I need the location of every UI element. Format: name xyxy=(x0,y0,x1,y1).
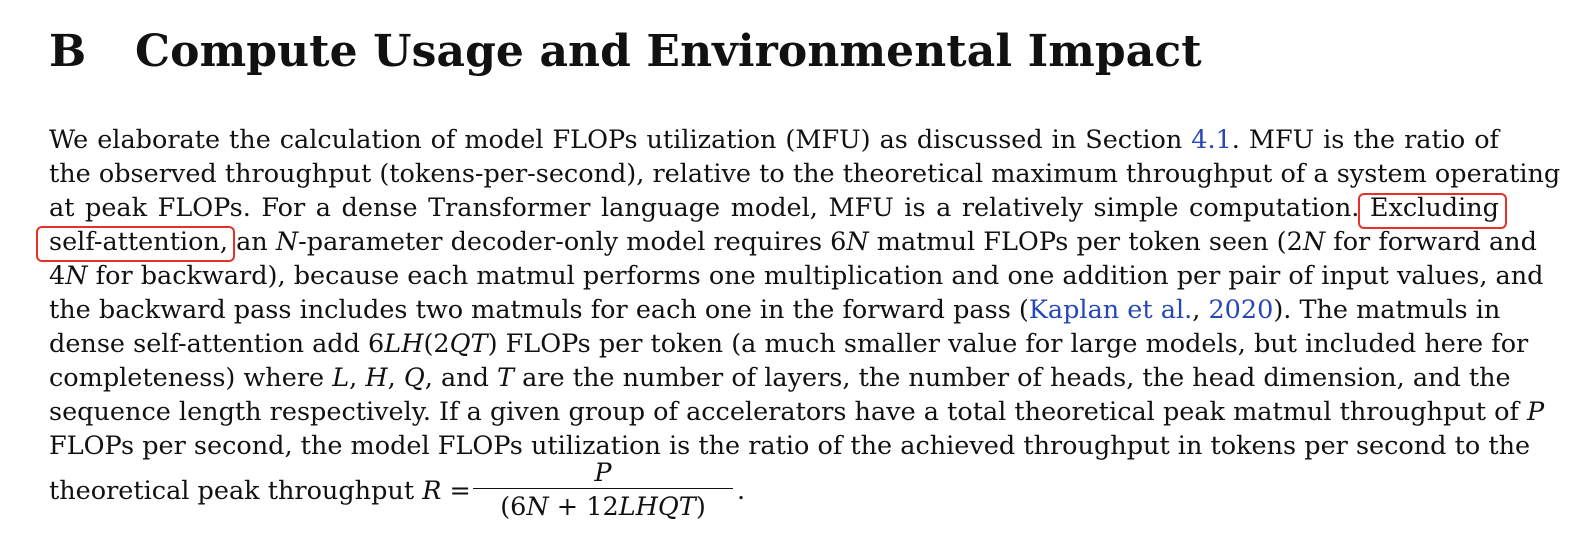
section-title: Compute Usage and Environmental Impact xyxy=(135,26,1202,77)
citation-year-link[interactable]: 2020 xyxy=(1208,295,1274,325)
paragraph-line-6: the backward pass includes two matmuls f… xyxy=(49,295,1501,325)
fraction-numerator: P xyxy=(594,458,612,488)
paragraph-line-4: self-attention, an N-parameter decoder-o… xyxy=(49,227,1537,257)
section-heading: B Compute Usage and Environmental Impact xyxy=(49,26,1202,77)
fraction-bar xyxy=(473,488,733,489)
paragraph-line-10: FLOPs per second, the model FLOPs utiliz… xyxy=(49,431,1531,461)
body-paragraph: We elaborate the calculation of model FL… xyxy=(49,123,1561,463)
paragraph-line-2: the observed throughput (tokens-per-seco… xyxy=(49,159,1561,189)
paragraph-line-1: We elaborate the calculation of model FL… xyxy=(49,125,1499,155)
highlight-box-excluding xyxy=(1358,193,1507,229)
paragraph-line-3: at peak FLOPs. For a dense Transformer l… xyxy=(49,193,1499,223)
paragraph-line-7: dense self-attention add 6LH(2QT) FLOPs … xyxy=(49,329,1529,359)
highlight-box-self-attention xyxy=(36,226,235,262)
paragraph-line-8: completeness) where L, H, Q, and T are t… xyxy=(49,363,1511,393)
paragraph-line-5: 4N for backward), because each matmul pe… xyxy=(49,261,1544,291)
section-ref-link[interactable]: 4.1 xyxy=(1191,125,1232,155)
paragraph-line-9: sequence length respectively. If a given… xyxy=(49,397,1545,427)
mfu-fraction: P (6N + 12LHQT) xyxy=(471,458,735,523)
fraction-denominator: (6N + 12LHQT) xyxy=(500,492,706,522)
citation-author-link[interactable]: Kaplan et al. xyxy=(1028,295,1193,325)
section-number: B xyxy=(49,26,87,77)
